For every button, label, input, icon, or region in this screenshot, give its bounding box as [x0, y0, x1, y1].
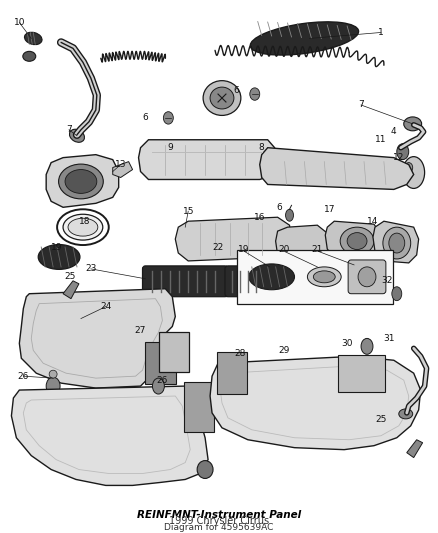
FancyBboxPatch shape [144, 342, 176, 384]
Ellipse shape [152, 378, 164, 394]
Polygon shape [175, 217, 291, 261]
Text: 21: 21 [311, 245, 322, 254]
Text: 6: 6 [276, 203, 282, 212]
FancyBboxPatch shape [347, 260, 385, 294]
Text: 16: 16 [254, 213, 265, 222]
Text: 8: 8 [258, 143, 264, 152]
Ellipse shape [210, 87, 233, 109]
Text: 25: 25 [64, 272, 75, 281]
Text: 10: 10 [14, 18, 25, 27]
Text: 25: 25 [374, 415, 386, 424]
Text: 11: 11 [374, 135, 386, 144]
Text: 14: 14 [367, 217, 378, 225]
Text: 19: 19 [237, 245, 249, 254]
Text: 1999 Chrysler Cirrus: 1999 Chrysler Cirrus [169, 516, 268, 526]
FancyBboxPatch shape [337, 356, 384, 392]
Text: 7: 7 [66, 125, 72, 134]
Text: 20: 20 [277, 245, 289, 254]
Ellipse shape [69, 130, 84, 142]
Text: 27: 27 [134, 326, 146, 335]
Polygon shape [113, 161, 132, 177]
Ellipse shape [402, 157, 424, 189]
Polygon shape [19, 289, 175, 388]
Ellipse shape [38, 245, 80, 269]
Ellipse shape [307, 267, 340, 287]
Text: 6: 6 [233, 86, 238, 94]
Text: 18: 18 [79, 217, 91, 225]
Text: 6: 6 [142, 114, 148, 123]
Ellipse shape [396, 144, 408, 159]
Text: 24: 24 [100, 302, 111, 311]
Ellipse shape [248, 264, 294, 290]
Text: 17: 17 [323, 205, 334, 214]
Ellipse shape [58, 164, 103, 199]
Text: 15: 15 [182, 207, 194, 216]
FancyBboxPatch shape [224, 266, 265, 297]
Text: 26: 26 [18, 372, 29, 381]
Text: 13: 13 [115, 160, 126, 169]
Ellipse shape [391, 287, 401, 301]
Text: REINFMNT-Instrument Panel: REINFMNT-Instrument Panel [137, 510, 300, 520]
Polygon shape [138, 140, 277, 180]
Ellipse shape [339, 227, 373, 255]
Ellipse shape [249, 88, 259, 100]
Ellipse shape [163, 112, 173, 124]
Text: 23: 23 [85, 264, 96, 273]
FancyBboxPatch shape [142, 266, 227, 297]
Text: 30: 30 [341, 339, 352, 348]
Ellipse shape [23, 51, 35, 61]
FancyBboxPatch shape [216, 352, 246, 394]
Polygon shape [406, 440, 422, 458]
Text: 31: 31 [382, 334, 394, 343]
Text: 4: 4 [390, 127, 396, 136]
Text: 12: 12 [392, 153, 403, 162]
Ellipse shape [388, 233, 404, 253]
Ellipse shape [250, 22, 358, 55]
Polygon shape [210, 356, 420, 450]
Ellipse shape [203, 80, 240, 116]
Polygon shape [259, 148, 413, 189]
Text: 1: 1 [377, 28, 383, 37]
Ellipse shape [360, 338, 372, 354]
Ellipse shape [285, 209, 293, 221]
Text: 32: 32 [380, 276, 392, 285]
Ellipse shape [63, 214, 102, 240]
FancyBboxPatch shape [237, 250, 392, 304]
Ellipse shape [398, 409, 412, 419]
Polygon shape [11, 386, 208, 486]
Ellipse shape [346, 232, 366, 249]
Ellipse shape [49, 370, 57, 378]
Ellipse shape [403, 117, 420, 131]
FancyBboxPatch shape [184, 382, 214, 432]
Polygon shape [275, 225, 328, 263]
Ellipse shape [357, 267, 375, 287]
Polygon shape [372, 221, 418, 263]
Text: 19: 19 [51, 243, 63, 252]
Ellipse shape [46, 377, 60, 395]
Ellipse shape [65, 169, 97, 193]
Text: 9: 9 [167, 143, 173, 152]
Ellipse shape [382, 227, 410, 259]
Text: Diagram for 4595639AC: Diagram for 4595639AC [164, 523, 273, 531]
Ellipse shape [404, 163, 412, 173]
Polygon shape [63, 281, 79, 298]
FancyBboxPatch shape [159, 333, 189, 372]
Ellipse shape [313, 271, 335, 283]
Ellipse shape [25, 32, 42, 45]
Polygon shape [46, 155, 118, 207]
Polygon shape [325, 221, 380, 259]
Text: 28: 28 [233, 349, 245, 358]
Ellipse shape [197, 461, 212, 479]
Text: 7: 7 [357, 101, 363, 109]
Ellipse shape [68, 218, 98, 236]
Text: 22: 22 [212, 243, 223, 252]
Text: 26: 26 [156, 376, 168, 385]
Text: 29: 29 [277, 346, 289, 355]
